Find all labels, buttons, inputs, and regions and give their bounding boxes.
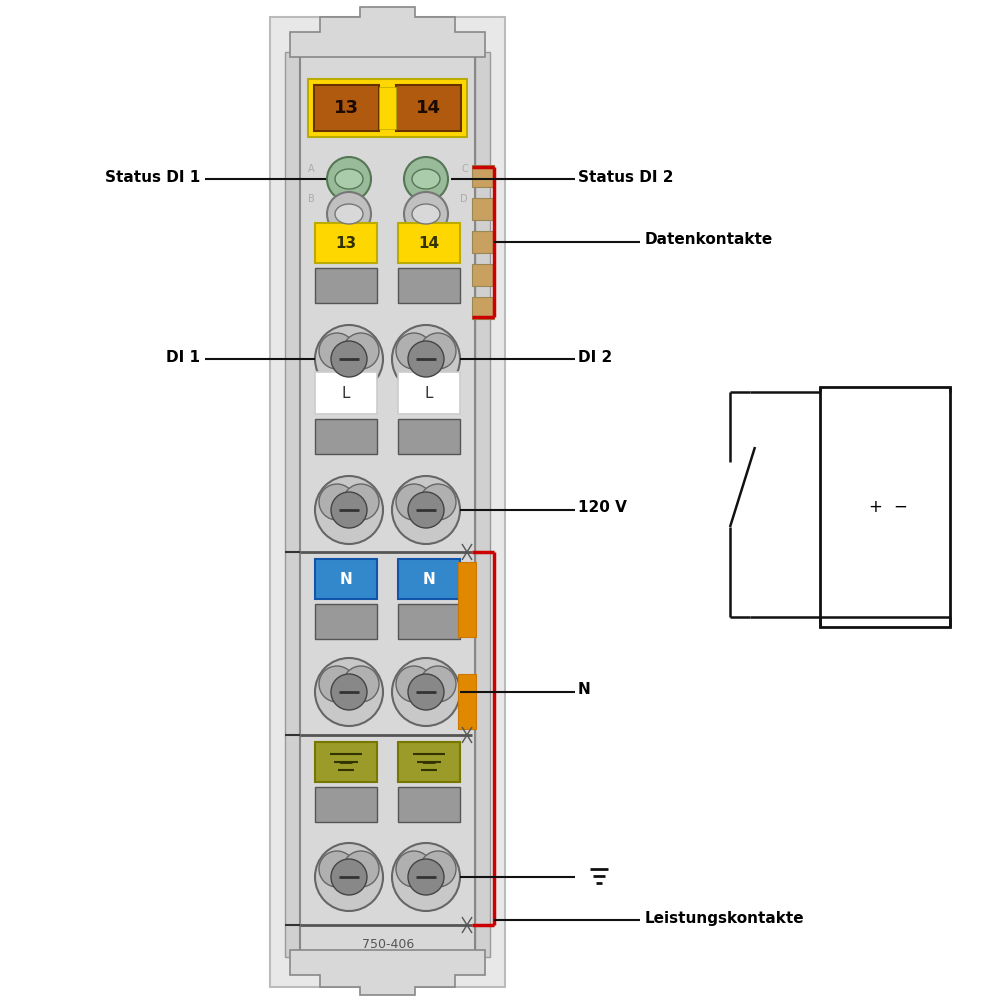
Circle shape (331, 859, 367, 895)
Circle shape (319, 851, 355, 887)
Circle shape (392, 476, 460, 544)
Ellipse shape (335, 169, 363, 189)
Text: 13: 13 (335, 236, 356, 251)
Circle shape (315, 476, 383, 544)
Text: Datenkontakte: Datenkontakte (645, 233, 774, 248)
Circle shape (392, 843, 460, 911)
Circle shape (315, 658, 383, 726)
Circle shape (331, 674, 367, 710)
Circle shape (319, 484, 355, 520)
Text: 120 V: 120 V (578, 500, 627, 516)
Bar (398, 559, 460, 599)
Text: L: L (342, 386, 350, 401)
Bar (472, 297, 494, 319)
Circle shape (420, 333, 456, 369)
Circle shape (343, 333, 379, 369)
Circle shape (396, 666, 432, 702)
Bar (398, 742, 460, 782)
Bar (472, 231, 494, 253)
Circle shape (343, 666, 379, 702)
Ellipse shape (412, 169, 440, 189)
Bar (300, 52, 475, 957)
Circle shape (396, 333, 432, 369)
Circle shape (396, 851, 432, 887)
Circle shape (315, 325, 383, 393)
Bar (315, 604, 377, 639)
Circle shape (327, 157, 371, 201)
Text: ══: ══ (339, 757, 353, 767)
Text: 14: 14 (418, 236, 440, 251)
Text: A: A (308, 164, 315, 174)
Bar (475, 52, 490, 957)
Text: +: + (868, 498, 882, 516)
Bar (820, 387, 950, 627)
Circle shape (408, 674, 444, 710)
Circle shape (420, 666, 456, 702)
Circle shape (396, 484, 432, 520)
Text: DI 2: DI 2 (578, 349, 613, 365)
Circle shape (408, 492, 444, 528)
Circle shape (392, 658, 460, 726)
Bar (458, 674, 476, 729)
Bar (398, 372, 460, 414)
Text: −: − (893, 498, 907, 516)
Bar (472, 165, 494, 187)
Text: L: L (425, 386, 434, 401)
Circle shape (319, 333, 355, 369)
Bar (472, 198, 494, 220)
Circle shape (408, 859, 444, 895)
Bar (379, 87, 396, 129)
Text: N: N (578, 683, 591, 698)
Bar (398, 604, 460, 639)
Ellipse shape (335, 204, 363, 224)
Bar (315, 419, 377, 454)
Bar (315, 268, 377, 303)
Text: DI 1: DI 1 (166, 349, 200, 365)
Text: C: C (461, 164, 468, 174)
Circle shape (404, 192, 448, 236)
Bar (315, 372, 377, 414)
Bar (458, 562, 476, 637)
Circle shape (420, 851, 456, 887)
Circle shape (392, 325, 460, 393)
Ellipse shape (412, 204, 440, 224)
Bar (472, 264, 494, 286)
Text: Status DI 1: Status DI 1 (105, 169, 200, 184)
Bar (270, 17, 505, 987)
Text: Status DI 2: Status DI 2 (578, 169, 673, 184)
Text: N: N (423, 572, 436, 586)
Circle shape (331, 492, 367, 528)
Text: Leistungskontakte: Leistungskontakte (645, 910, 805, 925)
Circle shape (343, 851, 379, 887)
Text: N: N (340, 572, 352, 586)
Text: ══: ══ (423, 757, 436, 767)
Circle shape (404, 157, 448, 201)
Text: 750-406: 750-406 (362, 938, 414, 951)
Bar (398, 419, 460, 454)
Text: 14: 14 (415, 99, 441, 117)
Text: 13: 13 (334, 99, 358, 117)
Circle shape (343, 484, 379, 520)
Polygon shape (290, 7, 485, 57)
Bar (314, 85, 379, 131)
Bar (315, 559, 377, 599)
Bar (308, 79, 467, 137)
Circle shape (319, 666, 355, 702)
Bar (315, 223, 377, 263)
Bar (396, 85, 461, 131)
Bar (398, 268, 460, 303)
Bar (315, 787, 377, 822)
Circle shape (331, 341, 367, 377)
Circle shape (315, 843, 383, 911)
Bar (398, 787, 460, 822)
Text: D: D (461, 194, 468, 204)
Circle shape (327, 192, 371, 236)
Bar (285, 52, 300, 957)
Bar (398, 223, 460, 263)
Bar (315, 742, 377, 782)
Polygon shape (290, 950, 485, 995)
Circle shape (420, 484, 456, 520)
Text: B: B (308, 194, 315, 204)
Circle shape (408, 341, 444, 377)
